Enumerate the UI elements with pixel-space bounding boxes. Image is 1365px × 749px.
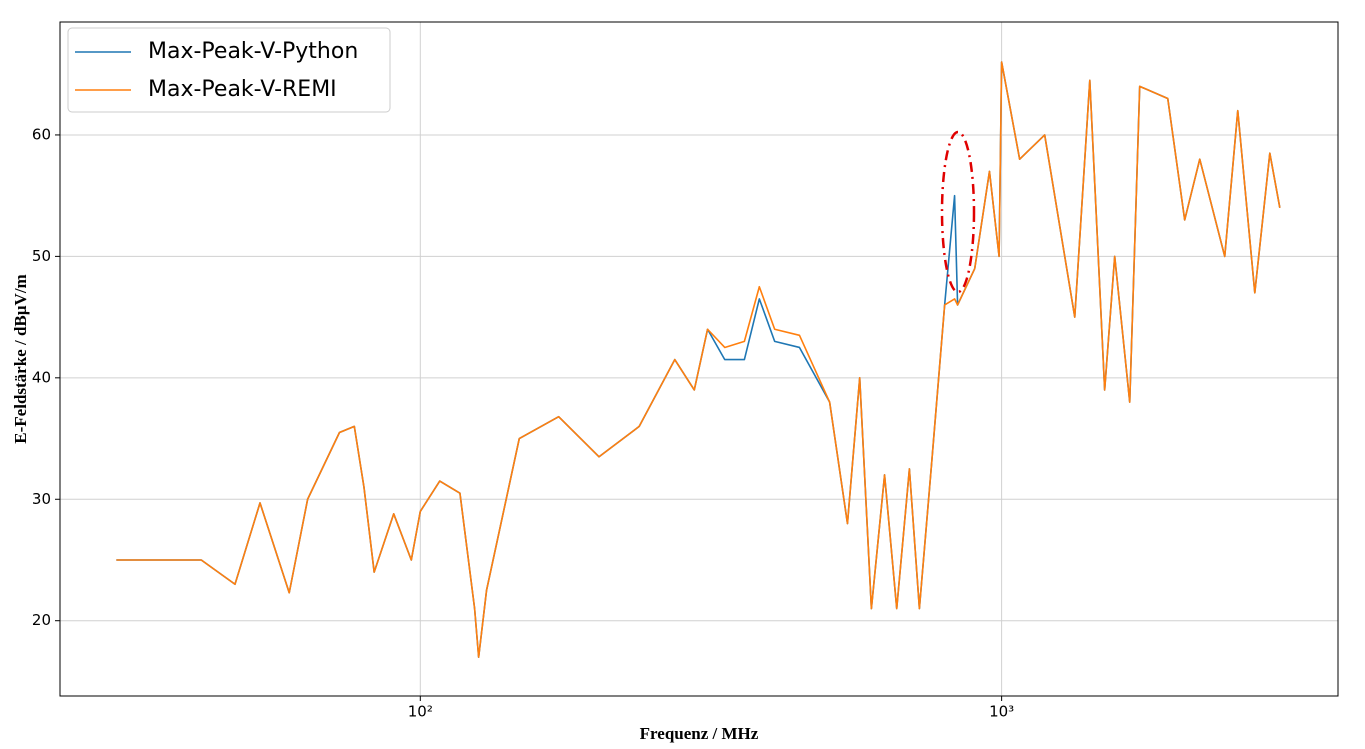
legend: Max-Peak-V-Python Max-Peak-V-REMI	[67, 27, 391, 113]
y-tick-label: 20	[32, 611, 51, 629]
legend-label: Max-Peak-V-Python	[148, 39, 358, 64]
legend-box	[67, 27, 391, 113]
x-axis-title: Frequenz / MHz	[640, 724, 759, 743]
series-line	[116, 61, 1281, 658]
y-tick-label: 30	[32, 490, 51, 508]
y-tick-label: 60	[32, 125, 51, 143]
x-tick-label: 10²	[408, 703, 433, 721]
y-tick-label: 40	[32, 368, 51, 386]
x-tick-label: 10³	[989, 703, 1014, 721]
series-line	[116, 61, 1281, 658]
y-axis-title: E-Feldstärke / dBµV/m	[11, 274, 30, 443]
legend-label: Max-Peak-V-REMI	[148, 77, 337, 102]
highlight-ellipse	[940, 130, 976, 294]
plot-frame	[59, 21, 1339, 697]
grid: 20 30 40 50 60 10² 10³	[32, 22, 1338, 721]
lines	[116, 61, 1281, 658]
y-tick-label: 50	[32, 247, 51, 265]
